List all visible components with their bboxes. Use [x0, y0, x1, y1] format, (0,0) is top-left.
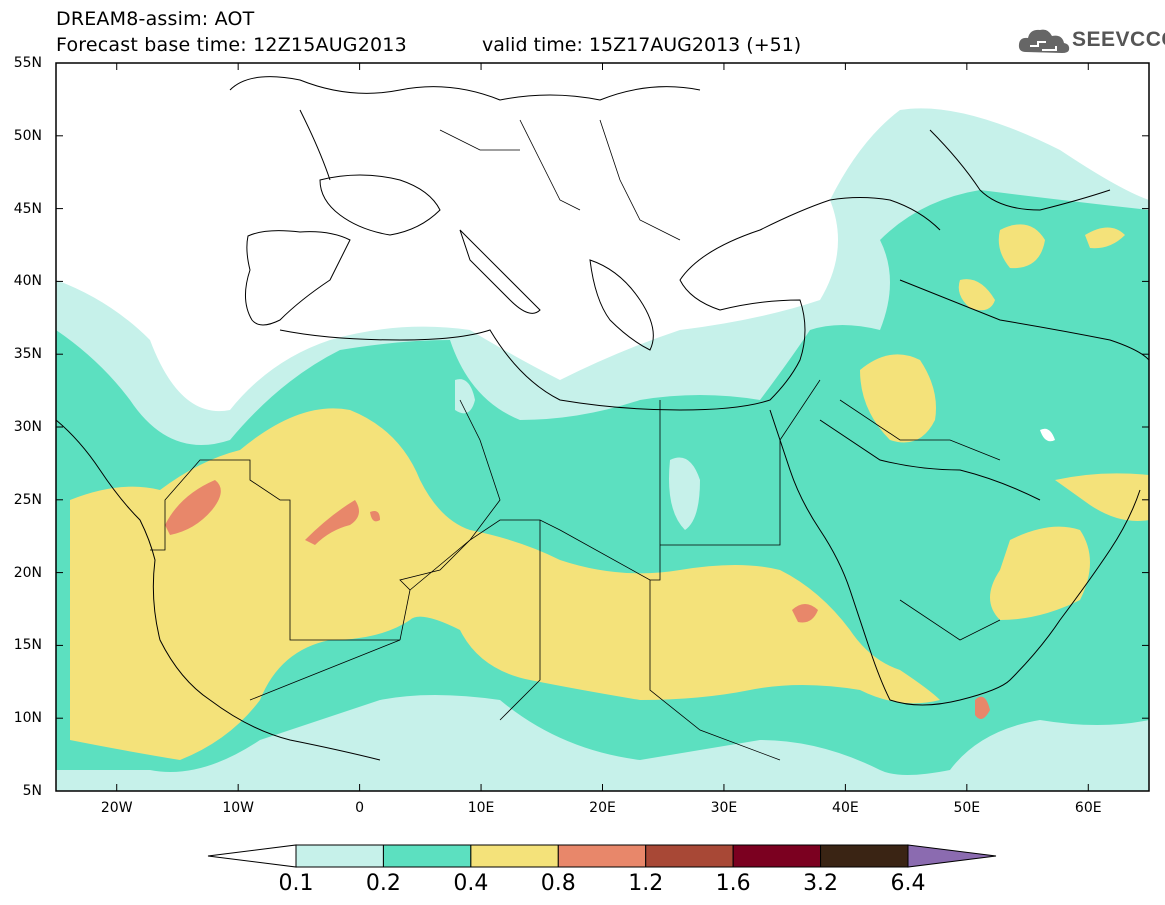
- aot-contour-0.8: [975, 696, 990, 719]
- lon-tick-label: 20E: [589, 800, 616, 816]
- aot-contour-0.4: [70, 408, 940, 760]
- aot-map: [55, 62, 1150, 792]
- colorbar-level-label: 1.6: [715, 871, 751, 896]
- lon-tick-label: 50E: [953, 800, 981, 816]
- colorbar-level-label: 0.1: [278, 871, 314, 896]
- colorbar-level-label: 0.2: [365, 871, 401, 896]
- lat-tick-label: 45N: [13, 200, 42, 217]
- aot-contour-0.8: [792, 604, 818, 623]
- aot-contour-0.4: [1085, 227, 1125, 249]
- aot-contour-0.8: [165, 480, 221, 535]
- lat-tick-label: 20N: [13, 564, 42, 581]
- lon-tick-label: 40E: [832, 800, 859, 816]
- aot-contour-0.4: [958, 279, 995, 311]
- title-line-1: DREAM8-assim: AOT: [56, 8, 255, 30]
- aot-contour-0.8: [370, 511, 380, 522]
- lat-tick-label: 5N: [22, 783, 42, 799]
- coastlines: [56, 76, 1149, 761]
- colorbar-level-label: 3.2: [803, 871, 839, 896]
- colorbar-level-label: 1.2: [628, 871, 664, 896]
- colorbar-level-label: 0.8: [540, 871, 576, 896]
- aot-gap: [669, 457, 700, 530]
- country-borders: [150, 119, 1001, 761]
- lon-tick-label: 10W: [222, 800, 254, 816]
- aot-gap: [455, 379, 475, 414]
- lon-tick-label: 30E: [710, 800, 738, 816]
- aot-field: [56, 63, 1149, 791]
- lon-tick-label: 20W: [100, 800, 133, 816]
- aot-contour-0.4: [860, 354, 936, 443]
- lat-tick-label: 35N: [13, 346, 42, 363]
- lat-tick-label: 50N: [13, 127, 42, 144]
- aot-gap: [1040, 428, 1055, 442]
- lat-tick-label: 55N: [13, 55, 42, 71]
- title-line-2: Forecast base time: 12Z15AUG2013: [56, 34, 407, 56]
- lon-tick-label: 60E: [1074, 800, 1102, 816]
- valid-time-label: valid time: 15Z17AUG2013 (+51): [482, 34, 802, 56]
- lat-tick-label: 40N: [13, 273, 42, 290]
- lat-tick-label: 10N: [13, 710, 42, 727]
- lat-tick-label: 30N: [13, 419, 42, 435]
- colorbar-level-label: 0.4: [453, 871, 489, 896]
- lon-tick-label: 10E: [467, 800, 495, 816]
- colorbar-level-label: 6.4: [890, 871, 926, 896]
- cloud-icon: [1018, 29, 1070, 53]
- lat-tick-label: 15N: [13, 637, 42, 654]
- aot-contour-0.8: [305, 500, 359, 545]
- axis-ticks: [56, 62, 1149, 792]
- aot-contour-0.4: [998, 224, 1045, 269]
- aot-contour-0.4: [1055, 473, 1149, 521]
- aot-contour-0.4: [990, 526, 1090, 620]
- lon-tick-label: 0: [355, 800, 365, 816]
- logo-text: SEEVCCC: [1072, 28, 1165, 51]
- lat-tick-label: 25N: [13, 491, 42, 508]
- seevccc-logo: [1016, 22, 1156, 62]
